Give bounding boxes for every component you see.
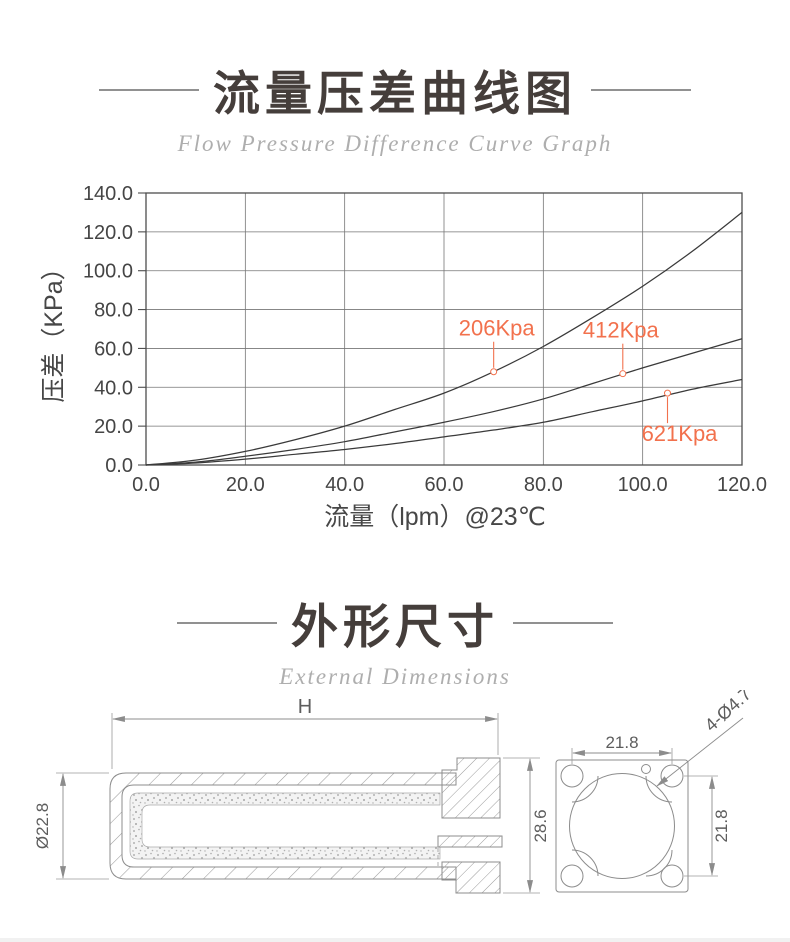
y-tick-label: 120.0 (83, 222, 133, 244)
plot-border (145, 192, 743, 466)
y-tick-label: 60.0 (94, 338, 133, 360)
h-extension-lines (111, 713, 499, 769)
dimension-drawings: H Ø22.8 28.6 (33, 690, 755, 894)
mounting-hole (660, 764, 684, 788)
annotation-marker (490, 368, 498, 376)
y-axis-title: 压差（KPa） (40, 255, 68, 402)
outlet-port-wall (437, 835, 503, 848)
corner-fillets (571, 775, 673, 877)
chart-curves (145, 211, 743, 466)
x-tick-label: 60.0 (425, 474, 464, 496)
annotation-marker (619, 370, 627, 378)
annotation-412kpa: 412Kpa (583, 318, 660, 378)
mounting-hole (660, 864, 684, 888)
curve-621kpa (145, 378, 743, 466)
dim-label-hole-spacing-h: 21.8 (605, 733, 638, 752)
x-tick-label: 120.0 (717, 474, 767, 496)
dimensions-section-header: 外形尺寸 External Dimensions (0, 588, 790, 690)
mounting-hole (560, 764, 584, 788)
x-tick-label: 20.0 (226, 474, 265, 496)
vent-hole (641, 764, 651, 774)
flange-top-section (441, 757, 501, 819)
mounting-hole (560, 864, 584, 888)
y-tick-label: 40.0 (94, 377, 133, 399)
side-view-drawing: H Ø22.8 28.6 (33, 696, 550, 894)
x-tick-label: 100.0 (618, 474, 668, 496)
annotation-marker (664, 389, 671, 397)
end-view-drawing: 21.8 21.8 4-Ø4.7 (555, 690, 755, 893)
tube-bore-circle (569, 773, 675, 879)
diameter-extension-lines (56, 772, 109, 880)
y-tick-label: 20.0 (94, 416, 133, 438)
x-axis-title: 流量（lpm）@23℃ (324, 503, 546, 531)
tube-wall-section (109, 772, 457, 880)
height-extension-lines (503, 757, 540, 894)
flow-pressure-chart: 0.0 20.0 40.0 60.0 80.0 100.0 120.0 140.0 0.0 20.… (40, 183, 767, 531)
curve-412kpa (145, 338, 743, 466)
annotation-label: 412Kpa (583, 318, 660, 343)
dim-label-h: H (298, 696, 312, 718)
y-tick-label: 0.0 (105, 455, 133, 477)
annotation-label: 621Kpa (642, 421, 719, 446)
flow-curve-title: 流量压差曲线图 (213, 67, 577, 120)
flange-outline (555, 759, 689, 893)
flange-bottom-section (441, 861, 501, 894)
y-tick-label: 140.0 (83, 183, 133, 205)
dimensions-subtitle: External Dimensions (279, 664, 511, 689)
flow-curve-subtitle: Flow Pressure Difference Curve Graph (177, 131, 613, 156)
page-bottom-divider (0, 938, 790, 942)
x-tick-label: 40.0 (325, 474, 364, 496)
title-rule-right (513, 621, 613, 624)
x-tick-label: 80.0 (524, 474, 563, 496)
title-rule-right (591, 88, 691, 91)
y-tick-label: 80.0 (94, 300, 133, 322)
annotation-621kpa: 621Kpa (642, 389, 719, 446)
dim-label-hole-spacing-v: 21.8 (712, 809, 731, 842)
y-tick-label: 100.0 (83, 261, 133, 283)
annotation-label: 206Kpa (459, 316, 536, 341)
title-rule-left (99, 88, 199, 91)
tick-labels: 0.0 20.0 40.0 60.0 80.0 100.0 120.0 140.0 0.0 20.… (83, 183, 767, 496)
curve-206kpa (145, 211, 743, 466)
flow-curve-section-header: 流量压差曲线图 Flow Pressure Difference Curve G… (0, 55, 790, 157)
filter-media-lining (129, 792, 441, 860)
hole-callout-leader (656, 717, 744, 787)
dimensions-title: 外形尺寸 (291, 600, 499, 653)
chart-grid (145, 192, 743, 466)
annotation-206kpa: 206Kpa (459, 316, 536, 376)
title-rule-left (177, 621, 277, 624)
dim-label-holes: 4-Ø4.7 (701, 690, 755, 735)
x-tick-label: 0.0 (132, 474, 160, 496)
axis-ticks (138, 192, 146, 466)
dim-label-diameter: Ø22.8 (33, 803, 52, 849)
dim-label-height: 28.6 (531, 809, 550, 842)
